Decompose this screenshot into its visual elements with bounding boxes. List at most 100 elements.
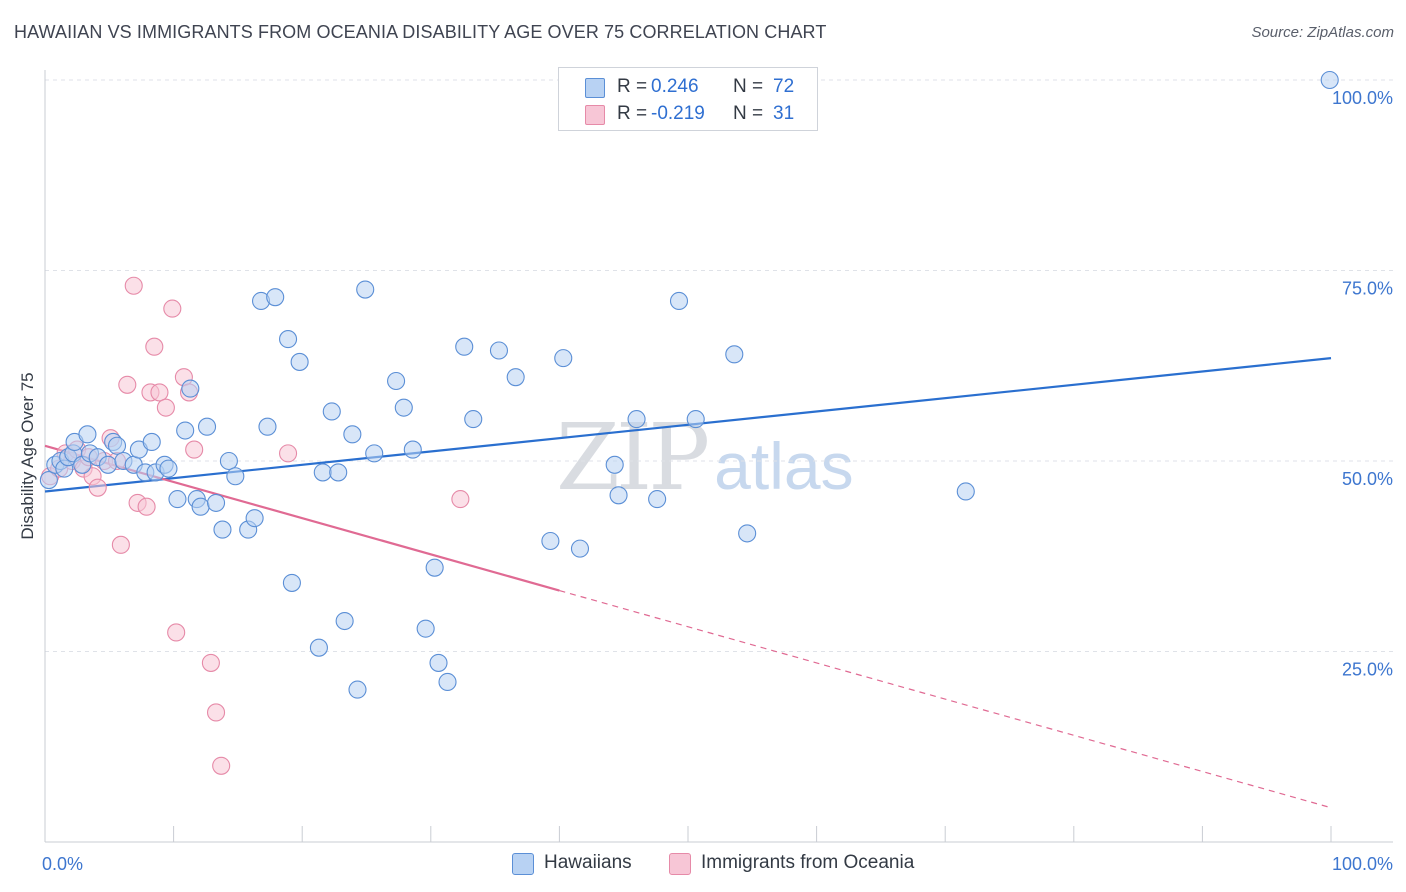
trend-lines (44, 357, 1332, 809)
data-point-hawaiians (464, 410, 483, 429)
y-tick-label: 25.0% (1342, 660, 1393, 680)
source-credit: Source: ZipAtlas.com (1251, 24, 1394, 41)
data-point-hawaiians (142, 432, 161, 452)
legend-n-value: 72 (773, 76, 795, 97)
data-point-hawaiians (956, 482, 975, 501)
axes (44, 70, 1393, 843)
data-point-hawaiians (309, 638, 328, 657)
data-point-hawaiians (738, 524, 757, 543)
data-point-oceania (150, 383, 169, 402)
x-tick-label: 0.0% (42, 854, 83, 874)
data-point-hawaiians (329, 463, 348, 482)
data-point-hawaiians (168, 490, 187, 509)
trend-line-oceania-projection (559, 589, 1332, 809)
data-point-hawaiians (39, 470, 58, 490)
trend-line-hawaiians (44, 357, 1332, 493)
data-point-oceania (279, 444, 298, 463)
data-point-oceania (137, 497, 156, 516)
legend-swatch-pink (585, 105, 605, 125)
legend-row-hawaiians: R = 0.246 N = 72 (559, 73, 817, 101)
data-point-hawaiians (387, 371, 406, 391)
data-point-hawaiians (290, 352, 309, 371)
legend-swatch-oceania (669, 853, 691, 875)
data-point-hawaiians (197, 417, 217, 436)
data-point-hawaiians (343, 425, 362, 444)
grid-lines (45, 79, 1393, 652)
data-point-hawaiians (648, 490, 667, 509)
series-hawaiians (39, 70, 1339, 699)
data-point-hawaiians (394, 398, 413, 417)
data-point-oceania (118, 375, 137, 394)
legend-swatch-hawaiians (512, 853, 534, 875)
data-point-hawaiians (313, 463, 332, 482)
data-point-hawaiians (176, 421, 195, 440)
data-point-hawaiians (609, 486, 628, 505)
data-point-hawaiians (541, 531, 560, 551)
data-point-hawaiians (191, 497, 210, 516)
data-point-hawaiians (425, 558, 444, 577)
legend-n-value: 31 (773, 103, 795, 124)
data-point-hawaiians (206, 493, 226, 512)
data-point-hawaiians (489, 341, 509, 360)
data-point-hawaiians (282, 573, 301, 592)
chart-title: HAWAIIAN VS IMMIGRANTS FROM OCEANIA DISA… (14, 22, 827, 42)
legend-label-hawaiians: Hawaiians (544, 852, 632, 873)
legend-r-label: R = (617, 103, 648, 124)
data-point-oceania (145, 337, 164, 356)
data-point-oceania (451, 490, 470, 509)
legend-n-label: N = (733, 76, 764, 97)
data-point-hawaiians (213, 520, 232, 539)
data-point-oceania (206, 703, 226, 722)
data-point-oceania (111, 535, 130, 554)
data-point-hawaiians (627, 410, 646, 429)
legend-label-oceania: Immigrants from Oceania (701, 852, 915, 873)
legend-row-oceania: R = -0.219 N = 31 (559, 100, 817, 128)
data-point-hawaiians (219, 451, 238, 471)
data-point-hawaiians (78, 425, 97, 444)
data-point-hawaiians (226, 467, 245, 486)
data-point-hawaiians (258, 417, 277, 436)
data-point-hawaiians (245, 509, 264, 528)
tick-labels: 25.0% 50.0% 75.0% 100.0% 0.0% 100.0% (42, 88, 1393, 874)
data-point-oceania (88, 478, 107, 497)
watermark-atlas: atlas (714, 429, 854, 503)
y-tick-label: 50.0% (1342, 469, 1393, 489)
data-point-oceania (156, 398, 175, 417)
data-point-hawaiians (605, 455, 624, 474)
data-point-hawaiians (1320, 70, 1339, 90)
data-point-hawaiians (159, 459, 178, 478)
data-point-hawaiians (725, 345, 744, 364)
data-point-hawaiians (403, 440, 422, 459)
data-point-oceania (212, 756, 231, 775)
data-point-hawaiians (98, 455, 118, 474)
legend-r-value: -0.219 (651, 103, 705, 124)
data-point-hawaiians (686, 410, 705, 429)
data-point-hawaiians (455, 337, 474, 356)
data-point-hawaiians (570, 539, 590, 558)
data-point-hawaiians (322, 402, 341, 421)
data-point-oceania (167, 623, 186, 642)
data-point-hawaiians (365, 444, 384, 463)
legend-r-label: R = (617, 76, 648, 97)
data-point-hawaiians (438, 672, 457, 692)
data-point-hawaiians (181, 379, 200, 398)
y-tick-label: 100.0% (1332, 88, 1393, 108)
data-point-hawaiians (429, 653, 448, 672)
data-point-hawaiians (348, 680, 367, 699)
data-point-hawaiians (416, 619, 435, 638)
legend-swatch-blue (585, 78, 605, 98)
correlation-legend: R = 0.246 N = 72 R = -0.219 N = 31 (558, 67, 818, 131)
legend-r-value: 0.246 (651, 76, 699, 97)
x-tick-label: 100.0% (1332, 854, 1393, 874)
data-point-hawaiians (107, 436, 127, 455)
data-point-oceania (124, 276, 143, 295)
data-point-hawaiians (669, 291, 689, 311)
data-point-hawaiians (356, 280, 375, 299)
data-point-hawaiians (266, 288, 285, 307)
data-point-hawaiians (279, 330, 298, 349)
y-axis-label: Disability Age Over 75 (18, 372, 37, 540)
data-point-hawaiians (506, 368, 525, 387)
data-point-hawaiians (554, 349, 573, 368)
data-point-oceania (185, 440, 204, 459)
